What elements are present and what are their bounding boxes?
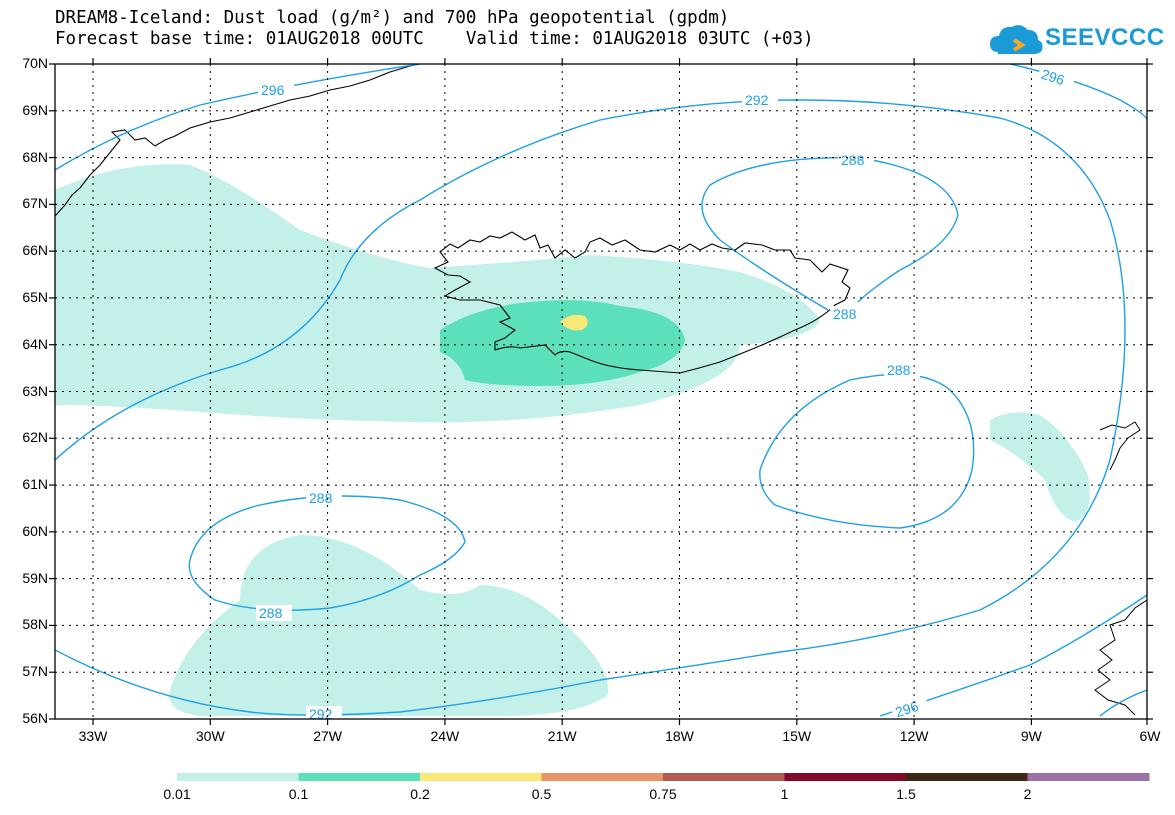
contour-labels: 296 292 288 288 288 288 288 292 296 296 [256,64,1076,722]
contour-label: 288 [887,362,911,378]
latitude-label: 63N [22,382,48,399]
colorbar-swatch [906,773,1028,781]
contour-label: 296 [893,698,920,721]
dust-area-0.01-northwest [55,164,820,423]
longitude-label: 9W [1020,728,1042,744]
colorbar-swatch [1027,773,1150,781]
dust-area-0.2 [560,314,588,331]
dust-area-0.01-faroe [990,412,1090,522]
latitude-label: 64N [22,335,48,352]
longitude-label: 12W [899,728,929,744]
colorbar-swatch [420,773,542,781]
latitude-label: 59N [22,569,48,586]
faroe-islands [1099,421,1141,471]
latitude-label: 61N [22,476,48,493]
longitude-label: 15W [782,728,812,744]
greenland-coastline [55,64,421,217]
latitude-label: 60N [22,522,48,539]
contour-label: 288 [309,490,333,506]
colorbar-tick-label: 0.01 [163,786,191,802]
longitude-label: 6W [1139,728,1161,744]
map-title-line2: Forecast base time: 01AUG2018 00UTC Vali… [55,29,814,49]
contour-faroe-small [1099,689,1147,717]
colorbar [177,773,1150,781]
latitude-label: 70N [22,55,48,71]
latitude-label: 69N [22,101,48,118]
map-grid [55,64,1147,719]
colorbar-swatch [298,773,421,781]
latitude-label: 68N [22,148,48,165]
contour-label: 288 [833,306,857,322]
colorbar-tick-label: 1.5 [896,786,916,802]
contour-label: 292 [745,92,769,108]
dust-area-0.01-southwest [169,535,609,716]
colorbar-tick-label: 2 [1023,786,1032,802]
seevccc-logo-icon [990,25,1043,54]
contour-label: 296 [261,82,285,98]
latitude-label: 58N [22,616,48,633]
iceland-coastline [433,231,851,374]
colorbar-tick-label: 1 [780,786,789,802]
contour-288-faroe [759,373,975,529]
colorbar-swatch [663,773,785,781]
latitude-label: 67N [22,195,48,212]
colorbar-tick-label: 0.1 [288,786,309,802]
norway-coastline [1094,599,1147,716]
contour-288-south [188,495,466,611]
axis-ticks [49,58,1153,725]
colorbar-swatch [541,773,664,781]
latitude-label: 56N [22,710,48,726]
latitude-label: 66N [22,242,48,259]
latitude-label: 57N [22,663,48,680]
contour-label: 292 [309,706,333,722]
colorbar-tick-label: 0.75 [649,786,677,802]
contour-296-northeast [1009,64,1147,121]
contour-292-main [55,99,1126,716]
longitude-label: 30W [195,728,225,744]
longitude-label: 33W [78,728,108,744]
contour-label: 288 [841,152,865,168]
colorbar-tick-label: 0.5 [531,786,552,802]
map-title-line1: DREAM8-Iceland: Dust load (g/m²) and 700… [55,8,730,28]
colorbar-swatch [784,773,907,781]
latitude-label: 65N [22,288,48,305]
colorbar-swatch [177,773,299,781]
logo-text: SEEVCCC [1045,24,1165,51]
colorbar-tick-label: 0.2 [410,786,430,802]
longitude-label: 24W [430,728,460,744]
longitude-label: 18W [665,728,694,744]
contour-label: 296 [1039,66,1066,89]
latitude-label: 62N [22,429,48,446]
longitude-label: 21W [547,728,577,744]
longitude-label: 27W [313,728,342,744]
contour-label: 288 [259,605,283,621]
contour-296-northwest [55,64,421,171]
